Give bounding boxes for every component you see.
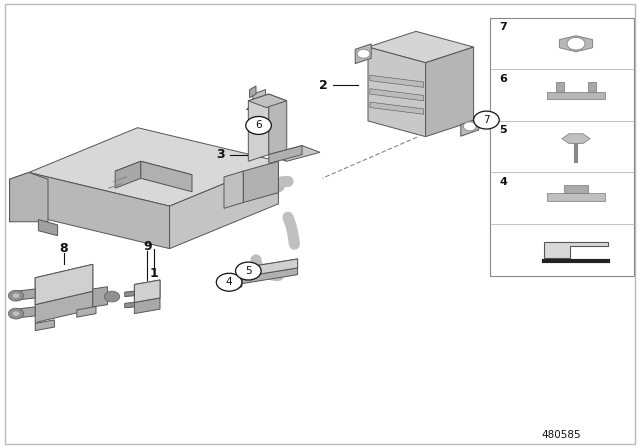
Polygon shape <box>170 161 278 249</box>
Polygon shape <box>35 264 93 305</box>
Polygon shape <box>243 161 278 202</box>
Text: 1: 1 <box>149 267 158 280</box>
Polygon shape <box>125 291 134 297</box>
Polygon shape <box>38 220 58 236</box>
Circle shape <box>236 262 261 280</box>
Polygon shape <box>35 291 93 323</box>
Circle shape <box>246 116 271 134</box>
Text: 4: 4 <box>499 177 507 187</box>
Circle shape <box>104 291 120 302</box>
Text: 9: 9 <box>143 240 152 253</box>
Polygon shape <box>547 92 605 99</box>
Polygon shape <box>77 306 96 317</box>
Text: 5: 5 <box>245 266 252 276</box>
Polygon shape <box>248 94 269 161</box>
Polygon shape <box>370 75 424 87</box>
Polygon shape <box>564 185 588 193</box>
Polygon shape <box>16 307 35 318</box>
Polygon shape <box>115 161 141 188</box>
Polygon shape <box>29 128 278 206</box>
Polygon shape <box>224 171 243 208</box>
FancyBboxPatch shape <box>5 4 635 444</box>
Polygon shape <box>547 193 605 201</box>
Polygon shape <box>269 146 320 161</box>
Text: 3: 3 <box>216 148 225 161</box>
Circle shape <box>463 122 476 131</box>
Polygon shape <box>35 320 54 331</box>
Polygon shape <box>461 118 479 136</box>
Polygon shape <box>16 289 35 300</box>
Polygon shape <box>559 36 593 52</box>
Circle shape <box>216 273 242 291</box>
Polygon shape <box>141 161 192 192</box>
Polygon shape <box>368 47 426 137</box>
Polygon shape <box>237 259 298 278</box>
Polygon shape <box>237 259 298 278</box>
Polygon shape <box>10 172 29 222</box>
Circle shape <box>567 38 585 50</box>
Polygon shape <box>134 280 160 302</box>
Text: 8: 8 <box>60 242 68 255</box>
Circle shape <box>8 308 24 319</box>
Polygon shape <box>246 99 266 110</box>
Polygon shape <box>134 298 160 314</box>
Polygon shape <box>248 94 287 108</box>
Polygon shape <box>10 172 48 222</box>
Circle shape <box>228 278 243 288</box>
Polygon shape <box>426 47 474 137</box>
Polygon shape <box>93 287 108 307</box>
Text: 4: 4 <box>226 277 232 287</box>
Circle shape <box>12 311 20 316</box>
Text: 480585: 480585 <box>542 430 581 439</box>
Polygon shape <box>588 82 596 92</box>
Polygon shape <box>370 89 424 101</box>
Polygon shape <box>253 90 266 103</box>
Polygon shape <box>562 134 590 143</box>
Polygon shape <box>269 94 287 161</box>
Text: 7: 7 <box>483 115 490 125</box>
Polygon shape <box>368 31 474 63</box>
Text: 7: 7 <box>499 22 507 32</box>
Text: 2: 2 <box>319 78 328 92</box>
Text: 6: 6 <box>255 121 262 130</box>
FancyBboxPatch shape <box>490 18 634 276</box>
Polygon shape <box>115 161 192 185</box>
Polygon shape <box>237 268 298 284</box>
Text: 6: 6 <box>499 74 507 84</box>
Circle shape <box>8 290 24 301</box>
Polygon shape <box>29 172 170 249</box>
Circle shape <box>12 293 20 298</box>
Polygon shape <box>229 274 242 291</box>
Polygon shape <box>370 102 424 114</box>
Polygon shape <box>556 82 564 92</box>
Text: 5: 5 <box>499 125 507 135</box>
Polygon shape <box>134 280 160 302</box>
Polygon shape <box>250 86 256 98</box>
Polygon shape <box>544 242 608 258</box>
Polygon shape <box>35 264 93 305</box>
Polygon shape <box>355 44 371 64</box>
Polygon shape <box>125 302 134 308</box>
Polygon shape <box>269 146 302 164</box>
Circle shape <box>474 111 499 129</box>
Circle shape <box>357 49 370 58</box>
